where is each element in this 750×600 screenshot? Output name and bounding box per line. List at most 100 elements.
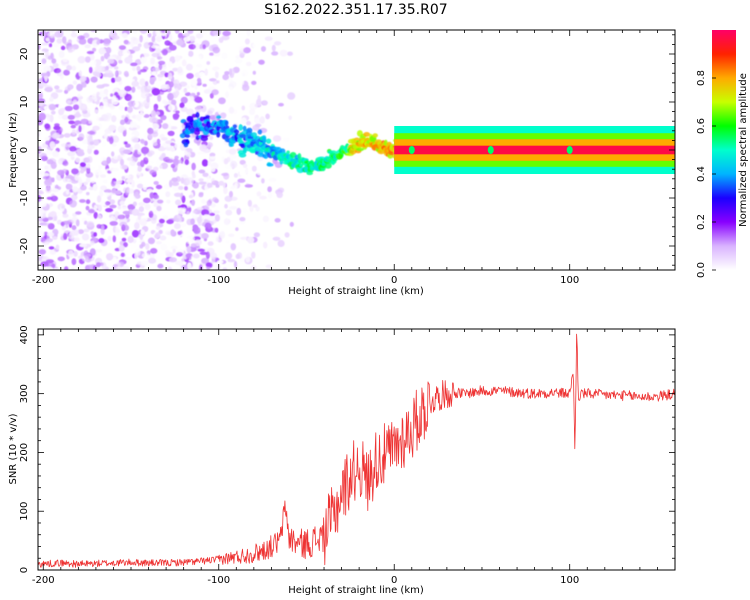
noise-speckle [120, 206, 129, 212]
noise-speckle [186, 73, 194, 79]
noise-speckle [77, 177, 82, 184]
noise-speckle [234, 201, 240, 206]
noise-speckle [109, 221, 118, 226]
noise-speckle [225, 209, 233, 216]
noise-speckle [93, 211, 98, 219]
noise-speckle [100, 200, 107, 206]
noise-speckle [198, 178, 204, 182]
noise-speckle [168, 34, 173, 41]
noise-speckle [165, 191, 171, 198]
noise-speckle [111, 151, 115, 157]
noise-speckle [83, 228, 90, 233]
noise-speckle [41, 31, 47, 37]
noise-speckle [137, 215, 142, 221]
noise-speckle [136, 161, 142, 167]
ridge-blob [372, 133, 379, 138]
ridge-blob [183, 142, 189, 148]
noise-speckle [119, 200, 125, 206]
noise-speckle [174, 192, 182, 197]
noise-speckle [134, 222, 140, 230]
noise-speckle [71, 258, 77, 266]
noise-speckle [288, 115, 293, 121]
noise-speckle [156, 111, 160, 116]
noise-speckle [92, 125, 100, 131]
noise-speckle [160, 32, 167, 37]
noise-speckle [52, 150, 59, 158]
snr-y-tick-label: 100 [19, 502, 30, 521]
noise-speckle [88, 209, 95, 214]
noise-speckle [253, 232, 260, 238]
noise-speckle [167, 92, 174, 101]
ridge-blob [249, 146, 257, 154]
noise-speckle [77, 56, 86, 64]
noise-speckle [249, 102, 258, 111]
noise-speckle [276, 191, 283, 198]
noise-speckle [139, 78, 146, 86]
noise-speckle [89, 141, 95, 145]
ridge-blob [233, 129, 240, 135]
noise-speckle [144, 81, 149, 87]
noise-speckle [120, 99, 127, 107]
noise-speckle [94, 248, 103, 253]
noise-speckle [177, 32, 184, 39]
noise-speckle [225, 252, 233, 260]
noise-speckle [165, 140, 173, 144]
noise-speckle [192, 210, 198, 214]
noise-speckle [38, 208, 45, 216]
noise-speckle [240, 236, 248, 240]
noise-speckle [138, 112, 146, 117]
noise-speckle [147, 237, 155, 245]
noise-speckle [53, 125, 61, 131]
noise-speckle [77, 93, 81, 98]
noise-speckle [220, 112, 227, 119]
noise-speckle [63, 69, 70, 76]
noise-speckle [86, 50, 95, 55]
noise-speckle [204, 204, 210, 211]
noise-speckle [241, 105, 246, 111]
noise-speckle [66, 100, 71, 104]
noise-speckle [174, 143, 178, 149]
noise-speckle [240, 79, 245, 85]
noise-speckle [256, 191, 262, 197]
noise-speckle [137, 70, 142, 75]
noise-speckle [118, 45, 126, 50]
ridge-blob [266, 163, 274, 167]
noise-speckle [38, 190, 44, 195]
noise-speckle [162, 48, 168, 56]
spectrogram-y-tick-label: -10 [19, 190, 30, 206]
noise-speckle [66, 65, 72, 71]
noise-speckle [252, 43, 257, 48]
noise-speckle [228, 233, 235, 237]
noise-speckle [62, 160, 69, 167]
noise-speckle [173, 79, 180, 87]
noise-speckle [233, 187, 238, 194]
noise-speckle [38, 112, 46, 121]
noise-speckle [151, 88, 161, 96]
noise-speckle [140, 229, 145, 236]
colorbar: 0.0 0.2 0.4 0.6 0.8 Normalized spectral ampl… [696, 30, 749, 278]
noise-speckle [49, 96, 54, 102]
noise-speckle [186, 238, 192, 244]
noise-speckle [123, 70, 129, 77]
noise-speckle [139, 244, 144, 249]
noise-speckle [41, 262, 50, 267]
colorbar-tick-label: 0.2 [696, 214, 707, 230]
noise-speckle [124, 93, 132, 101]
noise-speckle [110, 215, 116, 223]
noise-speckle [188, 95, 195, 102]
noise-speckle [72, 186, 79, 193]
noise-speckle [88, 66, 93, 74]
noise-speckle [211, 89, 219, 96]
noise-speckle [108, 32, 113, 38]
noise-speckle [146, 165, 153, 170]
noise-speckle [206, 199, 212, 206]
noise-speckle [151, 35, 156, 43]
noise-speckle [131, 80, 140, 87]
noise-speckle [117, 155, 121, 162]
noise-speckle [158, 63, 163, 71]
noise-speckle [172, 248, 176, 254]
noise-speckle [277, 239, 285, 248]
noise-speckle [123, 39, 129, 45]
noise-speckle [70, 267, 75, 270]
ridge-blob [355, 147, 364, 152]
